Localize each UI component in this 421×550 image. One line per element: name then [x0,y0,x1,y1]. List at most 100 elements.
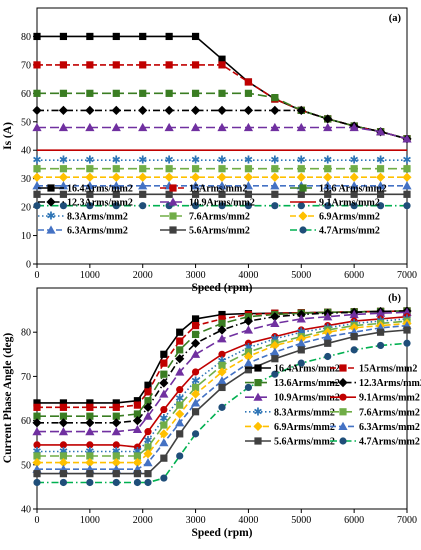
legend-label: 16.4Arms/mm2 [274,364,340,375]
data-point [138,105,148,115]
data-point [176,346,184,354]
series-line [37,92,408,140]
data-point [217,325,227,335]
data-point [132,424,143,434]
data-point [403,202,411,210]
data-point [244,383,253,392]
data-point [144,478,152,487]
data-point [138,122,148,132]
legend-item: 5.6Arms/mm2 [245,437,335,448]
data-point [191,61,200,69]
data-point [323,312,333,321]
data-point [86,89,94,97]
data-point [244,190,253,198]
legend-marker [254,364,262,372]
data-point [375,181,386,190]
data-point [33,412,41,420]
legend-marker [339,437,347,445]
data-point [244,366,253,374]
data-point [112,190,120,198]
data-point [58,457,69,468]
data-point: ✱ [112,446,121,458]
y-tick-label: 70 [21,372,31,383]
data-point: ✱ [217,355,226,367]
data-point [165,61,173,69]
y-tick-label: 80 [21,32,31,43]
data-point [243,105,254,115]
legend-item: 7.6Arms/mm2 [160,212,250,223]
data-point [165,89,173,97]
data-point [218,89,226,97]
legend-label: 16.4Arms/mm2 [67,184,133,195]
data-point: ✱ [323,155,332,167]
data-point [190,389,201,399]
legend-label: 7.6Arms/mm2 [359,407,420,418]
data-point [324,202,332,210]
legend-label: 4.7Arms/mm2 [359,437,420,448]
x-tick-label: 2000 [133,515,153,526]
data-point [160,405,168,414]
data-point [217,376,227,385]
data-point [244,165,253,173]
data-point [159,389,169,398]
data-point [324,339,332,347]
data-point [191,383,200,392]
data-point [144,381,152,389]
data-point: ✱ [133,446,142,458]
data-point [402,307,412,316]
legend-marker [254,437,262,445]
y-tick-label: 50 [21,117,31,128]
data-point [244,89,253,97]
data-point [138,181,148,190]
data-point [33,470,41,478]
data-point [86,478,94,487]
data-point [139,89,147,97]
legend-marker [338,421,348,430]
data-point: ✱ [270,155,279,167]
data-point: ✱ [244,342,253,354]
data-point [133,401,142,409]
data-point [33,202,41,210]
x-tick-label: 4000 [238,270,258,281]
series-4 [32,105,412,144]
data-point [33,190,41,198]
data-point [112,470,120,478]
data-point [217,172,227,182]
data-point: ✱ [175,393,184,405]
data-point [58,122,69,132]
legend-item: 13.6Arms/mm2 [245,378,340,389]
data-point [112,412,120,420]
legend-item: 16.4Arms/mm2 [245,364,340,375]
data-point [191,330,200,339]
data-point [112,478,120,487]
data-point [165,165,173,173]
data-point [85,105,95,115]
y-axis-label: Is (A) [2,122,14,150]
y-tick-label: 20 [21,203,31,214]
x-tick-label: 3000 [186,515,206,526]
data-point [132,416,143,426]
legend-label: 10.9Arms/mm2 [189,198,255,209]
data-point [403,339,411,347]
data-point [271,370,279,378]
chart-panel-1: 0 1000 2000 3000 4000 5000 6000 7000 0 10 20 30 40 50… [2,7,417,294]
data-point [144,388,152,396]
x-tick-label: 5000 [291,515,311,526]
data-point [323,122,333,132]
data-point [175,367,185,376]
data-point: ✱ [143,435,152,447]
legend-marker [299,226,307,234]
data-point [133,443,142,451]
x-tick-label: 2000 [133,270,153,281]
y-tick-label: 40 [21,146,31,157]
legend-item: 4.7Arms/mm2 [330,437,420,448]
data-point [59,202,68,210]
data-point [111,457,121,468]
data-point [112,399,120,407]
data-point [176,452,184,460]
data-point [58,427,69,436]
data-point [349,181,359,190]
legend-marker [339,408,347,416]
data-point [297,190,305,198]
legend-marker [254,379,262,387]
